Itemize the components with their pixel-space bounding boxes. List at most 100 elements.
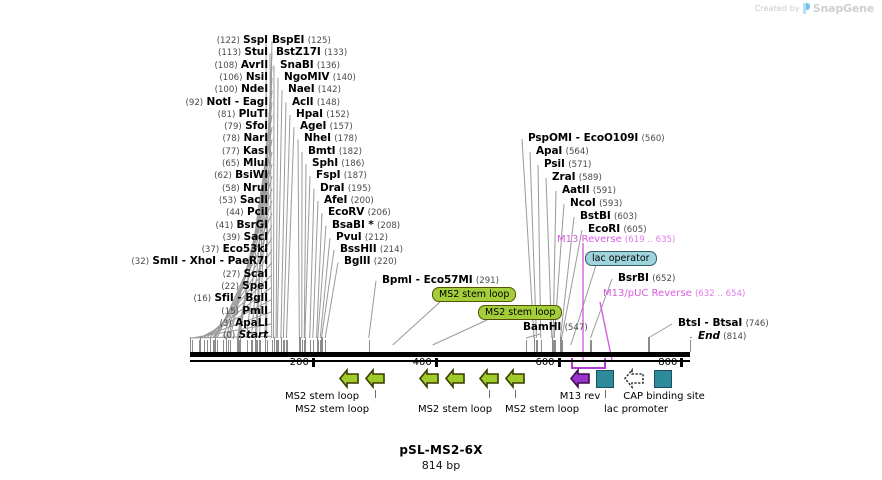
enzyme-label-sfoi[interactable]: (79) SfoI — [224, 120, 268, 133]
enzyme-label-aatii[interactable]: AatII (591) — [562, 184, 616, 197]
enzyme-label-sphi[interactable]: SphI (186) — [312, 157, 365, 170]
enzyme-label-psii[interactable]: PsiI (571) — [544, 158, 592, 171]
enzyme-label-end[interactable]: End (814) — [698, 330, 747, 343]
enzyme-label-stui[interactable]: (113) StuI — [217, 46, 268, 59]
enzyme-label-spei[interactable]: (22) SpeI — [221, 280, 268, 293]
enzyme-label-nrui[interactable]: (58) NruI — [222, 181, 268, 194]
enzyme-label-bstbi[interactable]: BstBI (603) — [580, 210, 638, 223]
restriction-site-tick — [560, 337, 562, 352]
enzyme-label-bglii[interactable]: BglII (220) — [344, 255, 397, 268]
enzyme-label-ngomiv[interactable]: NgoMIV (140) — [284, 70, 356, 83]
enzyme-label-sfii-bgli[interactable]: (16) SfiI - BglI — [193, 292, 268, 305]
enzyme-label-noti-eagi[interactable]: (92) NotI - EagI — [185, 95, 269, 108]
enzyme-label-hpai[interactable]: HpaI (152) — [296, 107, 350, 120]
callout-badge-lac-operator[interactable]: lac operator — [585, 251, 657, 266]
leader-line — [276, 90, 283, 339]
enzyme-label-bmti[interactable]: BmtI (182) — [308, 144, 362, 157]
enzyme-label-avrii[interactable]: (108) AvrII — [214, 58, 268, 71]
enzyme-label-pmli[interactable]: (15) PmlI — [221, 304, 268, 317]
enzyme-label-apali[interactable]: (3) ApaLI — [219, 316, 268, 329]
enzyme-label-bamhi[interactable]: BamHI (547) — [523, 321, 588, 334]
callout-badge-ms2-stem-loop-2[interactable]: MS2 stem loop — [478, 305, 563, 320]
enzyme-label-eco53ki[interactable]: (37) Eco53kI — [201, 243, 269, 256]
ms2-stem-loop-arrow[interactable] — [338, 367, 360, 390]
ruler-tick-label: 200 — [289, 357, 309, 368]
plasmid-length: 814 bp — [421, 459, 461, 472]
restriction-site-tick — [215, 337, 217, 352]
enzyme-label-fspi[interactable]: FspI (187) — [316, 169, 367, 182]
ms2-stem-loop-arrow[interactable] — [418, 367, 440, 390]
leader-line — [432, 319, 488, 346]
enzyme-label-nhei[interactable]: NheI (178) — [304, 132, 358, 145]
lac-operator-box[interactable] — [596, 370, 614, 388]
restriction-site-tick — [321, 337, 323, 352]
leader-line — [368, 280, 377, 339]
enzyme-label-bsiwi[interactable]: (62) BsiWI — [214, 169, 268, 182]
restriction-site-tick — [266, 340, 269, 352]
ms2-stem-loop-arrow[interactable] — [478, 367, 500, 390]
enzyme-label-afei[interactable]: AfeI (200) — [324, 193, 374, 206]
enzyme-label-sacii[interactable]: (53) SacII — [218, 193, 268, 206]
restriction-site-tick — [190, 337, 192, 352]
enzyme-label-scai[interactable]: (27) ScaI — [222, 267, 268, 280]
map-feature-label: M13 rev — [559, 391, 601, 402]
enzyme-label-apai[interactable]: ApaI (564) — [536, 145, 589, 158]
enzyme-label-bpmi-eco57mi[interactable]: BpmI - Eco57MI (291) — [382, 273, 499, 286]
enzyme-label-drai[interactable]: DraI (195) — [320, 181, 371, 194]
restriction-site-tick — [229, 340, 232, 352]
enzyme-label-ncoi[interactable]: NcoI (593) — [570, 197, 623, 210]
leader-line — [303, 163, 307, 339]
enzyme-label-acli[interactable]: AclI (148) — [292, 95, 340, 108]
restriction-site-tick — [368, 340, 371, 352]
enzyme-label-btsi-btsai[interactable]: BtsI - BtsaI (746) — [678, 317, 769, 330]
enzyme-label-pluti[interactable]: (81) PluTI — [217, 107, 268, 120]
leader-line — [324, 262, 339, 339]
leader-line — [282, 114, 291, 339]
enzyme-label-pcii[interactable]: (44) PciI — [225, 206, 268, 219]
enzyme-label-start[interactable]: (0) Start — [223, 329, 268, 342]
enzyme-label-nari[interactable]: (78) NarI — [222, 132, 268, 145]
plasmid-backbone[interactable] — [190, 352, 690, 357]
restriction-site-tick — [259, 340, 261, 352]
restriction-site-tick — [554, 340, 556, 352]
map-feature-label: MS2 stem loop — [417, 404, 493, 415]
enzyme-label-ecori[interactable]: EcoRI (605) — [588, 223, 647, 236]
enzyme-label-pspomi-ecoo109i[interactable]: PspOMI - EcoO109I (560) — [528, 132, 665, 145]
restriction-site-tick — [301, 340, 304, 352]
restriction-site-tick — [561, 340, 563, 352]
enzyme-label-naei[interactable]: NaeI (142) — [288, 83, 341, 96]
primer-label-m13-reverse[interactable]: M13 Reverse (619 .. 635) — [557, 234, 675, 246]
primer-label-m13-puc-reverse[interactable]: M13/pUC Reverse (632 .. 654) — [603, 288, 745, 300]
primer-name: M13/pUC Reverse — [603, 288, 692, 299]
enzyme-label-sspi[interactable]: (122) SspI — [216, 34, 268, 47]
enzyme-label-ndei[interactable]: (100) NdeI — [214, 83, 268, 96]
enzyme-label-bstz17i[interactable]: BstZ17I (133) — [276, 46, 348, 59]
enzyme-label-bsshii[interactable]: BssHII (214) — [340, 243, 403, 256]
watermark-brand: SnapGene — [812, 2, 874, 15]
enzyme-label-bsabi-[interactable]: BsaBI * (208) — [332, 218, 401, 231]
enzyme-label-snabi[interactable]: SnaBI (136) — [280, 58, 340, 71]
plasmid-title: pSL-MS2-6X — [399, 443, 483, 457]
feature-connector-tick — [489, 390, 490, 398]
enzyme-label-zrai[interactable]: ZraI (589) — [552, 171, 602, 184]
ms2-stem-loop-arrow[interactable] — [444, 367, 466, 390]
enzyme-label-agei[interactable]: AgeI (157) — [300, 120, 353, 133]
lac-promoter-arrow[interactable] — [623, 367, 645, 390]
enzyme-label-ecorv[interactable]: EcoRV (206) — [328, 206, 391, 219]
feature-connector-tick — [515, 390, 516, 398]
callout-badge-ms2-stem-loop-1[interactable]: MS2 stem loop — [432, 287, 517, 302]
enzyme-label-pvui[interactable]: PvuI (212) — [336, 230, 388, 243]
cap-binding-site-box[interactable] — [654, 370, 672, 388]
enzyme-label-nsii[interactable]: (106) NsiI — [219, 70, 268, 83]
enzyme-label-bsrgi[interactable]: (41) BsrGI — [215, 218, 269, 231]
m13-rev-arrow[interactable] — [569, 367, 591, 390]
ms2-stem-loop-arrow[interactable] — [364, 367, 386, 390]
enzyme-label-kasi[interactable]: (77) KasI — [222, 144, 268, 157]
enzyme-label-saci[interactable]: (39) SacI — [222, 230, 268, 243]
enzyme-label-smli-xhoi-paer7i[interactable]: (32) SmlI - XhoI - PaeR7I — [131, 255, 268, 268]
enzyme-label-bspei[interactable]: BspEI (125) — [272, 34, 331, 47]
enzyme-label-mlui[interactable]: (65) MluI — [221, 157, 268, 170]
enzyme-label-bsrbi[interactable]: BsrBI (652) — [618, 272, 676, 285]
ruler-tick-label: 600 — [535, 357, 555, 368]
ms2-stem-loop-arrow[interactable] — [504, 367, 526, 390]
